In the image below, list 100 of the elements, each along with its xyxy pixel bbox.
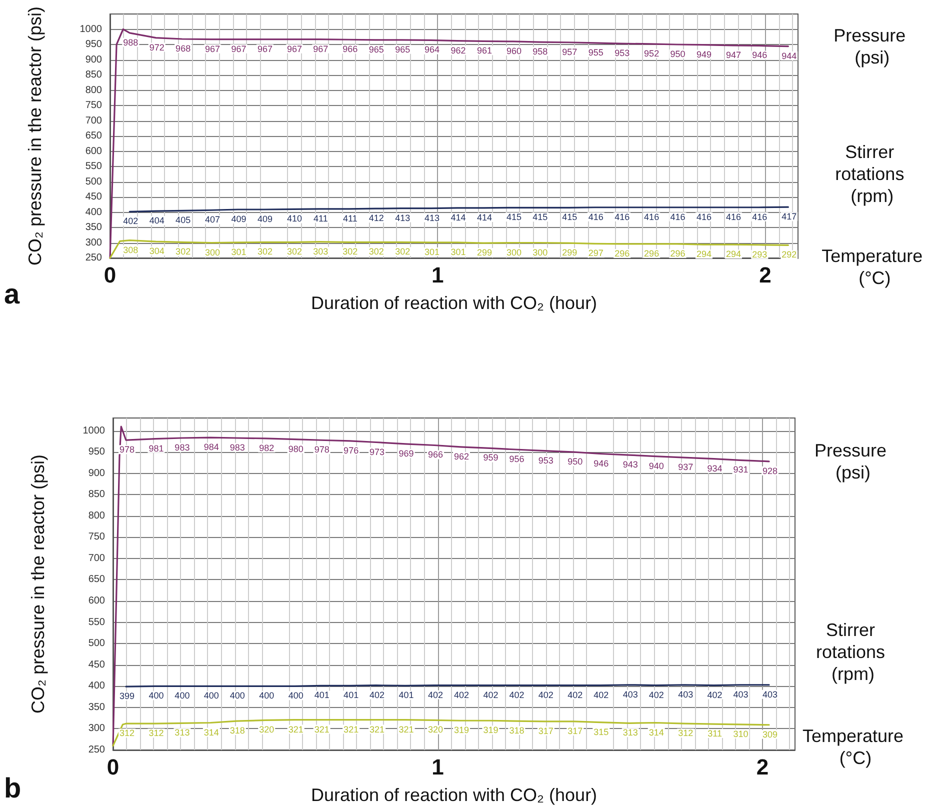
data-label: 967 — [313, 44, 328, 54]
data-label: 303 — [313, 246, 328, 256]
data-label: 293 — [752, 249, 768, 260]
y-tick-label: 800 — [85, 84, 102, 96]
data-label: 318 — [230, 726, 245, 736]
text: Pressure (psi) — [814, 440, 892, 482]
data-label: 973 — [370, 446, 385, 457]
data-label: 409 — [257, 214, 272, 224]
data-label: 402 — [648, 690, 664, 700]
data-label: 411 — [313, 213, 328, 224]
y-tick-label: 400 — [85, 206, 102, 218]
data-label: 315 — [594, 726, 609, 737]
y-tick-label: 450 — [88, 659, 106, 670]
data-label: 955 — [588, 47, 604, 58]
y-tick-label: 700 — [85, 115, 102, 126]
y-tick-label: 800 — [88, 510, 106, 522]
data-label: 403 — [678, 689, 694, 700]
data-label: 957 — [562, 46, 578, 57]
data-label: 946 — [594, 458, 609, 468]
data-label: 404 — [149, 216, 164, 226]
data-label: 302 — [286, 246, 302, 257]
data-label: 960 — [506, 46, 522, 56]
data-label: 940 — [648, 460, 664, 471]
y-tick-label: 450 — [85, 192, 102, 202]
x-axis-title: Duration of reaction with CO₂ (hour) — [310, 785, 598, 805]
data-label: 413 — [424, 212, 440, 223]
data-label: 966 — [342, 44, 358, 54]
data-label: 299 — [476, 248, 492, 258]
y-tick-label: 850 — [88, 489, 106, 500]
data-label: 401 — [314, 690, 330, 700]
data-label: 988 — [123, 37, 138, 48]
data-label: 403 — [762, 689, 778, 700]
data-label: 416 — [696, 212, 712, 222]
data-label: 416 — [644, 212, 660, 222]
y-tick-label: 900 — [85, 54, 102, 66]
data-label: 402 — [707, 690, 722, 700]
data-label: 947 — [726, 50, 741, 60]
data-label: 301 — [450, 246, 466, 257]
data-label: 300 — [205, 247, 220, 258]
y-tick-label: 550 — [88, 616, 106, 628]
y-tick-label: 550 — [85, 161, 102, 172]
data-label: 950 — [670, 49, 686, 59]
data-label: 321 — [344, 724, 359, 734]
data-label: 321 — [288, 724, 304, 734]
data-label: 317 — [538, 726, 554, 736]
series-label: Temperature (°C) — [802, 726, 904, 768]
data-label: 967 — [257, 44, 272, 54]
data-label: 953 — [614, 48, 630, 58]
data-label: 310 — [733, 728, 748, 739]
data-label: 983 — [230, 442, 245, 453]
data-label: 410 — [286, 214, 302, 224]
data-label: 302 — [342, 246, 358, 257]
data-label: 961 — [476, 46, 492, 56]
data-label: 402 — [370, 690, 385, 700]
data-label: 302 — [176, 246, 191, 257]
data-label: 299 — [562, 248, 578, 258]
data-label: 415 — [532, 212, 548, 222]
data-label: 978 — [314, 444, 330, 455]
text: Stirrer rotations (rpm) — [835, 142, 910, 206]
data-label: 931 — [733, 464, 748, 475]
data-label: 984 — [204, 442, 219, 452]
data-label: 952 — [644, 48, 660, 58]
data-label: 967 — [286, 44, 302, 54]
x-tick-label: 2 — [756, 754, 769, 780]
data-label: 415 — [506, 212, 522, 222]
data-label: 402 — [594, 690, 609, 700]
data-label: 400 — [204, 690, 219, 701]
text: Pressure (psi) — [834, 25, 911, 68]
data-label: 405 — [176, 215, 191, 226]
data-label: 320 — [428, 724, 444, 735]
data-label: 300 — [506, 247, 522, 258]
data-label: 983 — [174, 442, 190, 453]
data-label: 959 — [483, 452, 498, 463]
x-axis-title: Duration of reaction with CO₂ (hour) — [310, 293, 598, 313]
data-label: 318 — [509, 726, 524, 736]
series-label: Temperature (°C) — [822, 246, 923, 288]
data-label: 416 — [670, 212, 686, 222]
data-label: 319 — [454, 725, 470, 736]
data-label: 969 — [398, 448, 414, 458]
data-label: 308 — [123, 244, 138, 255]
data-label: 982 — [259, 442, 274, 453]
y-tick-label: 350 — [85, 222, 102, 233]
text: Stirrer rotations (rpm) — [816, 620, 890, 684]
data-label: 400 — [174, 690, 190, 701]
y-axis-title: CO₂ pressure in the reactor (psi) — [28, 454, 48, 714]
data-label: 944 — [782, 50, 797, 61]
y-tick-label: 250 — [85, 252, 102, 264]
y-tick-label: 350 — [88, 702, 106, 713]
data-label: 294 — [726, 249, 741, 260]
data-label: 401 — [344, 690, 359, 700]
data-label: 981 — [148, 443, 164, 454]
data-label: 937 — [678, 462, 694, 472]
data-label: 400 — [288, 690, 304, 701]
y-tick-label: 750 — [85, 100, 102, 111]
data-label: 402 — [123, 216, 138, 226]
data-label: 317 — [568, 726, 583, 736]
data-label: 314 — [204, 727, 219, 738]
data-label: 296 — [614, 248, 630, 258]
x-tick-label: 1 — [432, 754, 444, 780]
data-label: 296 — [644, 248, 660, 258]
